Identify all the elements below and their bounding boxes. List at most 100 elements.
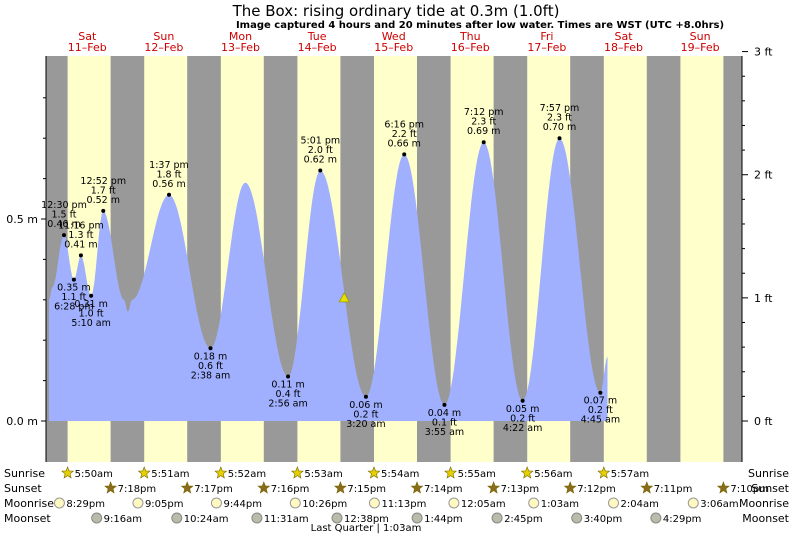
day-date-label: 19–Feb [681, 41, 720, 54]
sunrise-icon [367, 466, 381, 479]
sunset-time: 7:12pm [577, 484, 616, 495]
extreme-dot [89, 293, 94, 298]
moonrise-icon [132, 497, 144, 509]
left-tick-label: 0.5 m [6, 213, 38, 226]
sunrise-time: 5:52am [228, 469, 266, 480]
moonset-time: 3:40pm [584, 514, 623, 525]
moonset-time: 11:31am [264, 514, 309, 525]
extreme-label: 1.8 ft [156, 169, 181, 180]
axes: 0.0 m 0.5 m 0 ft 1 ft 2 ft 3 ft [6, 46, 773, 462]
day-name-label: Sat [78, 30, 97, 43]
extreme-label: 3:55 am [425, 427, 464, 438]
sunrise-row-label: Sunrise [4, 467, 45, 480]
extreme-label: 2:56 am [268, 399, 307, 410]
sunset-icon [104, 481, 118, 494]
moonrise-row-label-right: Moonrise [739, 497, 789, 510]
night-band [723, 56, 742, 462]
current-tide-triangle [338, 292, 350, 303]
day-date-label: 16–Feb [451, 41, 490, 54]
extreme-label: 0.35 m [57, 283, 90, 294]
sunrise-time: 5:54am [381, 469, 419, 480]
extreme-label: 0.41 m [64, 239, 97, 250]
extreme-dot [71, 277, 76, 282]
extreme-label: 0.56 m [152, 179, 185, 190]
sunset-row-label-right: Sunset [751, 482, 789, 495]
moonrise-icon [53, 497, 65, 509]
moonset-time: 10:24am [184, 514, 229, 525]
moonset-time: 2:45pm [504, 514, 543, 525]
sunset-icon [640, 481, 654, 494]
extreme-label: 0.04 m [428, 408, 461, 419]
day-name-label: Mon [229, 30, 252, 43]
extreme-dot [208, 346, 213, 351]
day-name-label: Fri [540, 30, 553, 43]
day-name-label: Thu [459, 30, 481, 43]
sunset-icon [333, 481, 347, 494]
sunrise-time: 5:56am [534, 469, 572, 480]
extreme-label: 2.3 ft [547, 113, 572, 124]
extreme-dot [318, 168, 323, 173]
sunrise-time: 5:53am [304, 469, 342, 480]
moonset-time: 1:44pm [424, 514, 463, 525]
extreme-label: 0.70 m [543, 122, 576, 133]
day-date-label: 17–Feb [527, 41, 566, 54]
extreme-label: 0.69 m [467, 126, 500, 137]
moonset-icon [650, 512, 662, 524]
sunset-icon [487, 481, 501, 494]
extreme-dot [557, 136, 562, 141]
day-name-label: Sat [614, 30, 633, 43]
moonset-icon [571, 512, 583, 524]
extreme-label: 7:12 pm [464, 107, 504, 118]
extreme-dot [598, 390, 603, 395]
left-tick-label: 0.0 m [6, 415, 38, 428]
moonrise-time: 10:26pm [302, 499, 347, 510]
day-date-label: 13–Feb [221, 41, 260, 54]
moonrise-icon [289, 497, 301, 509]
extreme-label: 5:01 pm [300, 136, 340, 147]
extreme-label: 2:38 am [191, 370, 230, 381]
extreme-label: 0.11 m [271, 380, 304, 391]
moonrise-icon [448, 497, 460, 509]
sunset-time: 7:14pm [424, 484, 463, 495]
extreme-label: 0.06 m [349, 400, 382, 411]
moonrise-icon [687, 497, 699, 509]
sun-moon-table: Sunrise Sunrise Sunset Sunset Moonrise Moonri… [4, 466, 790, 525]
day-date-label: 15–Feb [374, 41, 413, 54]
moonset-icon [411, 512, 423, 524]
moonrise-time: 1:03am [541, 499, 579, 510]
sunset-time: 7:11pm [654, 484, 693, 495]
extreme-dot [62, 233, 67, 238]
extreme-label: 0.4 ft [276, 389, 301, 400]
tide-area [49, 138, 608, 421]
day-date-label: 14–Feb [298, 41, 337, 54]
extreme-label: 0.6 ft [198, 361, 223, 372]
day-name-label: Sun [153, 30, 174, 43]
extreme-label: 1.1 ft [61, 292, 86, 303]
sunrise-icon [520, 466, 534, 479]
sunset-time: 7:17pm [194, 484, 233, 495]
moonset-icon [171, 512, 183, 524]
extreme-label: 4:45 am [581, 415, 620, 426]
extreme-dot [402, 152, 407, 157]
extreme-label: 0.07 m [584, 396, 617, 407]
extreme-label: 1.5 ft [51, 210, 76, 221]
moonrise-time: 11:13pm [381, 499, 426, 510]
sunrise-icon [61, 466, 75, 479]
sunrise-time: 5:51am [151, 469, 189, 480]
right-tick-label: 2 ft [754, 169, 773, 182]
tide-extremes: 12:30 pm1.5 ft0.46 m0.35 m1.1 ft6:28 pm1… [41, 103, 620, 438]
current-tide-marker [338, 292, 350, 303]
extreme-label: 7:57 pm [540, 103, 580, 114]
extreme-label: 6:16 pm [384, 119, 424, 130]
sunrise-time: 5:50am [75, 469, 113, 480]
night-band [646, 56, 681, 462]
day-labels: Sat11–FebSun12–FebMon13–FebTue14–FebWed1… [68, 30, 720, 54]
sunset-time: 7:15pm [347, 484, 386, 495]
extreme-dot [286, 374, 291, 379]
extreme-label: 4:22 am [503, 423, 542, 434]
moonrise-icon [210, 497, 222, 509]
extreme-label: 6:28 pm [54, 302, 94, 313]
day-name-label: Sun [690, 30, 711, 43]
sunrise-time: 5:57am [611, 469, 649, 480]
